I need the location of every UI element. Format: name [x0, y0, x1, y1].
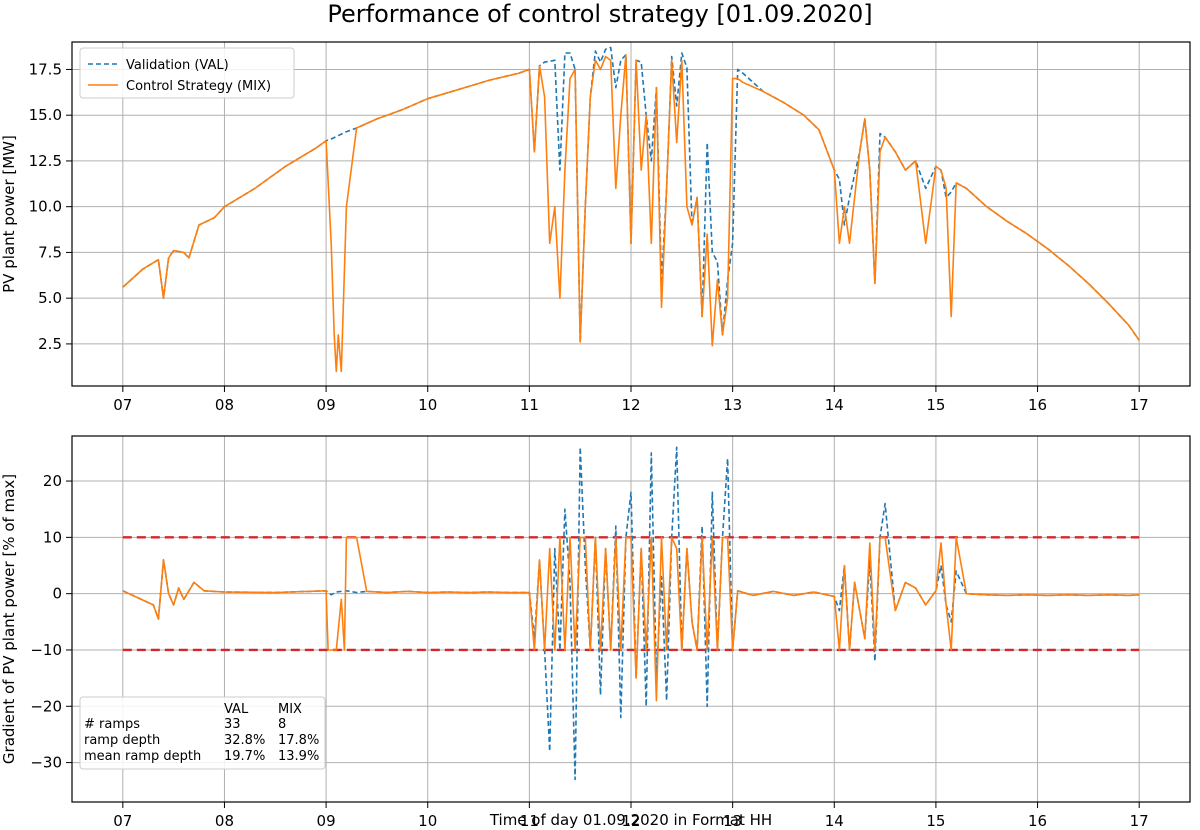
x-tick-label: 10 — [418, 396, 437, 414]
x-tick-label: 11 — [520, 812, 539, 830]
power-plot: 07 08 09 10 11 12 13 14 15 16 17 2.5 5.0 7.5 10.0 12.5 1… — [0, 41, 1191, 414]
x-tick-label: 09 — [317, 812, 336, 830]
x-tick-label: 08 — [215, 396, 234, 414]
y-tick-label: −30 — [30, 754, 62, 772]
y-tick-label: 12.5 — [29, 152, 62, 170]
legend-box — [79, 47, 295, 99]
x-tick-label: 14 — [825, 396, 844, 414]
x-tick-label: 12 — [621, 812, 640, 830]
x-tick-label: 16 — [1028, 812, 1047, 830]
x-tick-label: 13 — [723, 812, 742, 830]
y-tick-label: 10.0 — [29, 198, 62, 216]
x-tick-label: 07 — [113, 396, 132, 414]
stats-cell: # ramps — [84, 717, 140, 732]
x-tick-label: 15 — [926, 812, 945, 830]
stats-cell: 8 — [278, 717, 286, 732]
y-axis-label: PV plant power [MW] — [0, 135, 18, 293]
legend-label-mix: Control Strategy (MIX) — [126, 79, 271, 94]
y-tick-label: −20 — [30, 697, 62, 715]
stats-header-cell: VAL — [224, 702, 249, 717]
y-tick-label: 20 — [43, 472, 62, 490]
mix-series-line — [122, 536, 1140, 702]
stats-cell: 33 — [224, 717, 241, 732]
x-tick-label: 17 — [1130, 812, 1149, 830]
x-tick-label: 15 — [926, 396, 945, 414]
y-tick-label: 0 — [52, 585, 62, 603]
y-tick-label: 10 — [43, 528, 62, 546]
y-tick-label: −10 — [30, 641, 62, 659]
x-tick-label: 11 — [520, 396, 539, 414]
x-tick-label: 17 — [1130, 396, 1149, 414]
x-tick-label: 13 — [723, 396, 742, 414]
stats-cell: 13.9% — [278, 749, 319, 764]
stats-cell: ramp depth — [84, 733, 160, 748]
gradient-plot: 07 08 09 10 11 12 13 14 15 16 17 −30 −20 −10 0 10 20 Grad… — [0, 435, 1191, 830]
y-axis-label: Gradient of PV plant power [% of max] — [0, 474, 18, 764]
stats-table: VAL MIX # ramps 33 8 ramp depth 32.8% 17.8% mean… — [79, 696, 326, 770]
mix-series-line — [122, 53, 1140, 373]
legend: Validation (VAL) Control Strategy (MIX) — [79, 47, 295, 99]
legend-label-val: Validation (VAL) — [126, 58, 229, 73]
y-tick-label: 5.0 — [38, 289, 62, 307]
x-tick-label: 12 — [621, 396, 640, 414]
y-tick-label: 17.5 — [29, 60, 62, 78]
stats-cell: 19.7% — [224, 749, 265, 764]
y-tick-label: 7.5 — [38, 243, 62, 261]
y-tick-label: 15.0 — [29, 106, 62, 124]
figure-title: Performance of control strategy [01.09.2… — [327, 0, 872, 28]
x-tick-label: 14 — [825, 812, 844, 830]
y-tick-label: 2.5 — [38, 335, 62, 353]
x-tick-label: 10 — [418, 812, 437, 830]
x-tick-label: 07 — [113, 812, 132, 830]
stats-cell: mean ramp depth — [84, 749, 201, 764]
x-tick-label: 16 — [1028, 396, 1047, 414]
x-axis-label: Time of day 01.09.2020 in Format HH — [489, 811, 772, 829]
stats-table-box — [79, 696, 326, 770]
x-tick-label: 09 — [317, 396, 336, 414]
stats-header-cell: MIX — [278, 702, 302, 717]
stats-cell: 32.8% — [224, 733, 265, 748]
stats-cell: 17.8% — [278, 733, 319, 748]
x-tick-label: 08 — [215, 812, 234, 830]
